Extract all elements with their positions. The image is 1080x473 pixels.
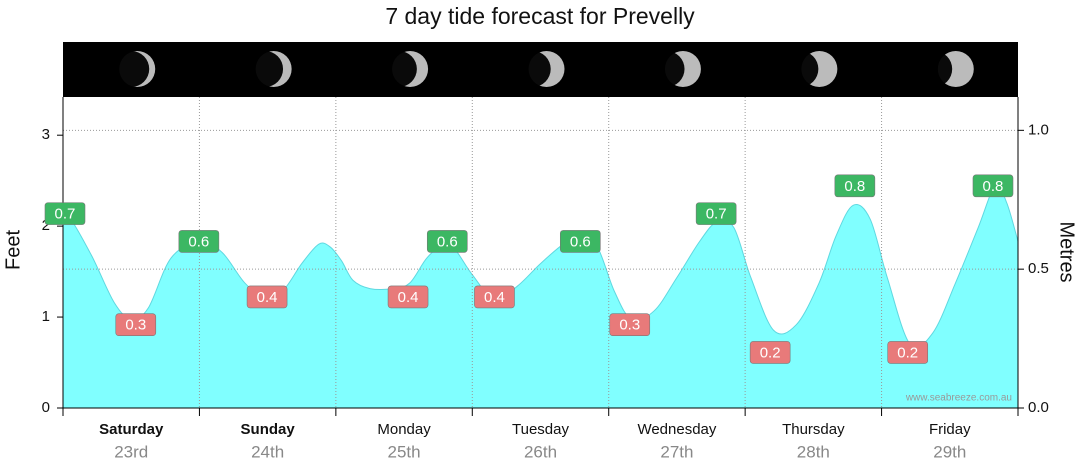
day-label: Wednesday (637, 421, 716, 438)
tide-label-box (246, 285, 288, 309)
y2-tick-label: 0.5 (1028, 260, 1049, 277)
tide-label: 0.8 (844, 178, 865, 195)
tide-label-box (887, 341, 929, 364)
watermark: www.seabreeze.com.au (905, 393, 1012, 404)
moon-shade (916, 51, 953, 87)
tide-label: 0.4 (257, 289, 278, 306)
date-label: 26th (524, 442, 557, 461)
tide-label-box (609, 313, 651, 336)
moon-shade (113, 51, 150, 87)
tide-label-box (749, 341, 791, 364)
tide-label: 0.3 (619, 317, 640, 334)
day-label: Friday (929, 421, 971, 438)
date-label: 24th (251, 442, 284, 461)
tide-label: 0.4 (398, 289, 419, 306)
y-tick-label: 1 (42, 308, 50, 325)
day-label: Sunday (241, 421, 296, 438)
y-tick-label: 3 (42, 126, 50, 143)
moon-shade (782, 51, 819, 87)
tide-label-box (115, 313, 157, 336)
tide-label-box (972, 174, 1014, 198)
date-label: 28th (797, 442, 830, 461)
tide-label-box (178, 230, 220, 253)
tide-label-box (834, 174, 876, 198)
date-label: 25th (388, 442, 421, 461)
chart-title: 7 day tide forecast for Prevelly (385, 3, 695, 29)
moon-band (63, 42, 1018, 97)
tide-label: 0.3 (125, 317, 146, 334)
day-label: Monday (377, 421, 431, 438)
tide-label-box (44, 202, 86, 225)
day-label: Thursday (782, 421, 845, 438)
tide-label: 0.2 (760, 344, 781, 361)
tide-label-box (426, 230, 468, 253)
moon-shade (247, 51, 284, 87)
y2-tick-label: 1.0 (1028, 121, 1049, 138)
day-label: Tuesday (512, 421, 569, 438)
moon-shade (514, 51, 551, 87)
moon-shade (648, 51, 685, 87)
y2-tick-label: 0.0 (1028, 399, 1049, 416)
tide-label-box (559, 230, 601, 253)
date-label: 27th (660, 442, 693, 461)
y-tick-label: 2 (42, 217, 50, 234)
tide-label: 0.8 (983, 178, 1004, 195)
tide-label: 0.7 (706, 206, 727, 223)
tide-label: 0.4 (484, 289, 505, 306)
tide-label: 0.6 (437, 233, 458, 250)
tide-label: 0.2 (897, 344, 918, 361)
y-tick-label: 0 (42, 399, 50, 416)
date-label: 23rd (114, 442, 148, 461)
moon-shade (380, 51, 417, 87)
tide-label: 0.6 (570, 233, 591, 250)
y-axis-label: Feet (2, 230, 24, 270)
tide-label-box (387, 285, 429, 309)
tide-area (62, 184, 1019, 409)
tide-label-box (474, 285, 515, 309)
tide-label: 0.7 (55, 206, 76, 223)
tide-label-box (695, 202, 737, 225)
date-label: 29th (933, 442, 966, 461)
tide-label: 0.6 (188, 233, 209, 250)
day-label: Saturday (99, 421, 164, 438)
y2-axis-label: Metres (1056, 221, 1078, 282)
